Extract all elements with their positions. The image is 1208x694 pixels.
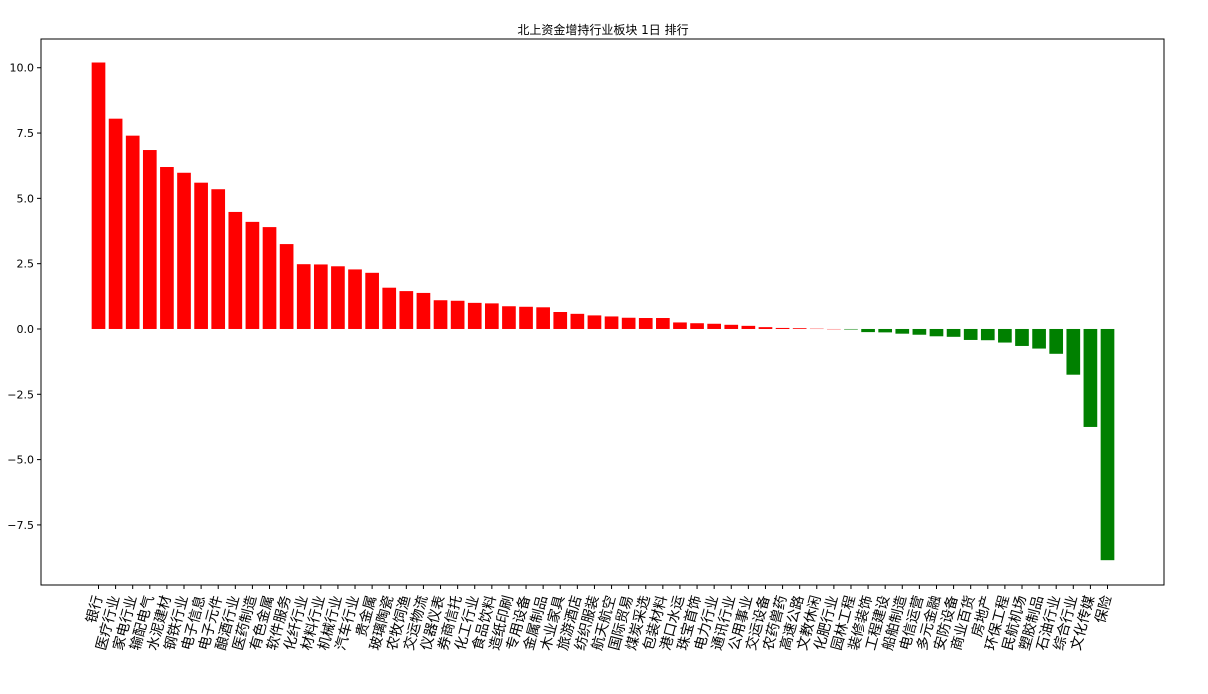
bar xyxy=(742,326,756,329)
bar xyxy=(571,314,585,329)
bar xyxy=(690,323,704,329)
bar xyxy=(759,327,773,329)
bar xyxy=(502,306,516,329)
bar xyxy=(485,303,499,329)
bar xyxy=(861,329,875,332)
bar xyxy=(348,269,362,329)
bar xyxy=(263,227,277,329)
y-tick-label: 5.0 xyxy=(17,192,35,205)
bar xyxy=(331,266,345,329)
bar xyxy=(776,328,790,329)
bar xyxy=(1015,329,1029,346)
bar xyxy=(211,189,225,329)
bar xyxy=(964,329,978,340)
bar xyxy=(639,318,653,329)
bar xyxy=(707,324,721,329)
bar xyxy=(673,322,687,329)
bar xyxy=(314,264,328,329)
bar xyxy=(194,183,208,329)
bar xyxy=(913,329,927,335)
y-tick-label: 0.0 xyxy=(17,323,35,336)
bar xyxy=(382,288,396,329)
bar xyxy=(434,300,448,329)
y-tick-label: −7.5 xyxy=(7,519,34,532)
bar xyxy=(228,212,242,329)
bar xyxy=(878,329,892,332)
bar xyxy=(365,273,379,329)
bar xyxy=(92,63,106,329)
bar xyxy=(1101,329,1115,560)
bar xyxy=(160,167,174,329)
bar xyxy=(605,316,619,329)
bar xyxy=(177,173,191,329)
chart-title: 北上资金增持行业板块 1日 排行 xyxy=(517,22,688,37)
bar xyxy=(519,307,533,329)
bar xyxy=(126,136,140,329)
bar xyxy=(399,291,413,329)
bar xyxy=(981,329,995,340)
bar xyxy=(724,325,738,329)
bar xyxy=(246,222,260,329)
bar xyxy=(656,318,670,329)
bar xyxy=(417,293,431,329)
bar xyxy=(297,264,311,329)
bar xyxy=(1066,329,1080,375)
bar xyxy=(109,119,123,329)
y-tick-label: 7.5 xyxy=(17,127,35,140)
y-tick-label: −5.0 xyxy=(7,454,34,467)
bar xyxy=(947,329,961,337)
bar xyxy=(553,312,567,329)
bar xyxy=(588,315,602,329)
bar xyxy=(1084,329,1098,427)
bar xyxy=(143,150,157,329)
bar xyxy=(1049,329,1063,354)
bar xyxy=(1032,329,1046,349)
bar xyxy=(468,303,482,329)
bar xyxy=(451,301,465,329)
bar xyxy=(895,329,909,334)
y-tick-label: 2.5 xyxy=(17,258,35,271)
bar xyxy=(536,307,550,329)
bar xyxy=(280,244,294,329)
bar xyxy=(844,329,858,330)
y-tick-label: −2.5 xyxy=(7,388,34,401)
bar xyxy=(930,329,944,336)
bar xyxy=(622,318,636,329)
bar xyxy=(998,329,1012,343)
bar xyxy=(793,328,807,329)
y-tick-label: 10.0 xyxy=(10,62,35,75)
